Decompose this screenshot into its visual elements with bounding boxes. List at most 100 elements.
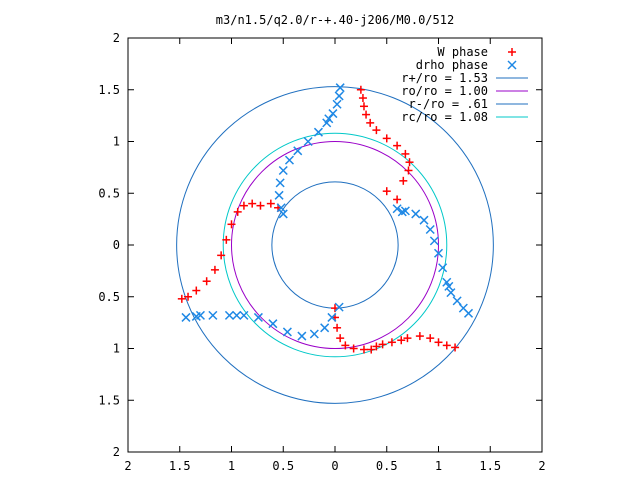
data-point <box>382 187 391 196</box>
data-point <box>403 334 412 343</box>
data-point <box>334 91 344 101</box>
data-point <box>367 345 376 354</box>
data-point <box>217 251 226 260</box>
data-point <box>392 204 402 214</box>
data-point <box>313 127 323 137</box>
data-point <box>438 263 448 273</box>
data-point <box>327 312 337 322</box>
data-point <box>268 319 278 329</box>
data-point <box>248 199 257 208</box>
data-point <box>451 343 460 352</box>
legend-label: ro/ro = 1.00 <box>401 84 488 98</box>
data-point <box>356 85 365 94</box>
data-point <box>303 136 313 147</box>
data-point <box>239 201 248 210</box>
x-tick-label: 1 <box>435 459 442 473</box>
circle-rc <box>222 132 448 358</box>
legend-label: rc/ro = 1.08 <box>401 110 488 124</box>
axis-ticks: 2 1.5 1 0.5 0 0.5 1 1.5 221.510.500.511.52 <box>98 31 545 473</box>
data-point <box>378 340 387 349</box>
data-point <box>393 141 402 150</box>
data-point <box>239 310 249 320</box>
x-tick-label: 2 <box>124 459 131 473</box>
data-point <box>324 114 334 124</box>
data-point <box>202 277 211 286</box>
data-point <box>426 334 435 343</box>
data-point <box>419 215 429 225</box>
data-point <box>278 165 288 176</box>
data-point <box>372 126 381 135</box>
y-tick-label: 1.5 <box>98 83 120 97</box>
data-point <box>372 342 381 351</box>
data-point <box>256 201 265 210</box>
data-point <box>334 302 344 312</box>
data-point <box>442 341 451 350</box>
data-point <box>425 224 435 235</box>
data-point <box>336 334 345 343</box>
legend-label: r-/ro = .61 <box>409 97 488 111</box>
data-point <box>359 345 368 354</box>
data-point <box>366 118 375 127</box>
data-point <box>429 236 439 246</box>
data-point <box>401 149 410 158</box>
x-tick-label: 0.5 <box>376 459 398 473</box>
data-point <box>382 134 391 143</box>
data-point <box>224 310 234 320</box>
chart-title: m3/n1.5/q2.0/r-+.40-j206/M0.0/512 <box>216 13 454 27</box>
data-point <box>309 329 319 339</box>
x-tick-label: 0 <box>331 459 338 473</box>
data-point <box>341 341 350 350</box>
data-point <box>184 292 193 301</box>
x-tick-label: 1.5 <box>169 459 191 473</box>
data-point <box>320 323 330 333</box>
y-tick-label: 2 <box>113 31 120 45</box>
data-point <box>210 265 219 274</box>
y-tick-label: 0 <box>113 238 120 252</box>
y-tick-label: 0.5 <box>98 186 120 200</box>
x-tick-label: 1 <box>228 459 235 473</box>
data-point <box>463 308 474 318</box>
y-tick-label: 2 <box>113 445 120 459</box>
data-point <box>276 203 286 213</box>
reference-circles <box>176 86 494 404</box>
data-point <box>332 99 342 109</box>
data-point <box>397 336 406 345</box>
legend-marker <box>508 48 516 56</box>
data-point <box>405 158 414 167</box>
data-series <box>177 83 474 354</box>
data-point <box>452 296 462 306</box>
data-point <box>333 323 342 332</box>
data-point <box>397 207 407 217</box>
data-point <box>227 220 236 229</box>
data-point <box>411 209 421 219</box>
legend-marker <box>507 60 517 70</box>
series-drho-phase <box>181 83 474 341</box>
data-point <box>181 312 191 322</box>
data-point <box>222 235 231 244</box>
data-point <box>177 294 186 303</box>
y-tick-label: 1 <box>113 135 120 149</box>
data-point <box>359 102 368 111</box>
data-point <box>433 248 444 258</box>
data-point <box>266 199 275 208</box>
data-point <box>393 195 402 204</box>
data-point <box>399 176 408 185</box>
data-point <box>335 83 345 93</box>
data-point <box>358 94 367 103</box>
data-point <box>415 332 424 341</box>
circle-ro <box>231 141 439 349</box>
x-tick-label: 0.5 <box>272 459 294 473</box>
data-point <box>192 286 201 295</box>
legend-label: drho phase <box>416 58 488 72</box>
data-point <box>208 310 218 320</box>
data-point <box>284 155 294 165</box>
x-tick-label: 1.5 <box>479 459 501 473</box>
data-point <box>349 344 358 353</box>
data-point <box>434 338 443 347</box>
data-point <box>282 327 292 337</box>
data-point <box>274 190 284 200</box>
x-tick-label: 2 <box>538 459 545 473</box>
data-point <box>444 281 454 291</box>
